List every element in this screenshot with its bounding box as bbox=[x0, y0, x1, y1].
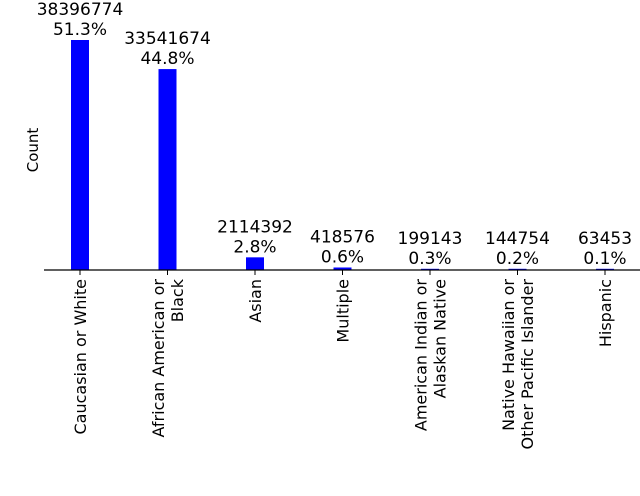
bar-value-label: 38396774 bbox=[37, 0, 124, 20]
x-tick-label-line: African American or bbox=[149, 279, 168, 438]
bar-percent-label: 44.8% bbox=[140, 49, 194, 69]
x-tick-label-line: Multiple bbox=[334, 279, 353, 343]
x-tick-label-line: Asian bbox=[246, 279, 265, 323]
bar-percent-label: 0.3% bbox=[408, 249, 451, 269]
bar-value-label: 144754 bbox=[485, 229, 550, 249]
bar bbox=[333, 267, 352, 270]
bar-percent-label: 2.8% bbox=[233, 237, 276, 257]
bar bbox=[246, 257, 264, 270]
x-tick-label-line: Alaskan Native bbox=[431, 279, 450, 398]
x-tick-label: Asian bbox=[246, 279, 265, 323]
x-tick-label: Caucasian or White bbox=[71, 279, 90, 435]
x-axis bbox=[44, 269, 640, 275]
x-tick-label-line: Black bbox=[168, 278, 187, 322]
x-tick-label: American Indian orAlaskan Native bbox=[412, 279, 450, 432]
x-tick-label-line: American Indian or bbox=[412, 279, 431, 432]
x-tick-labels: Caucasian or White African American orBla… bbox=[71, 278, 615, 449]
bar-percent-label: 51.3% bbox=[53, 20, 107, 40]
bar bbox=[158, 69, 177, 271]
x-tick-label: African American orBlack bbox=[149, 278, 187, 437]
y-axis-title: Count bbox=[24, 128, 42, 173]
x-tick-label: Multiple bbox=[334, 279, 353, 343]
bars bbox=[71, 40, 614, 271]
x-tick-label-line: Caucasian or White bbox=[71, 279, 90, 435]
bar-percent-label: 0.6% bbox=[321, 247, 364, 267]
x-tick-label: Hispanic bbox=[596, 279, 615, 347]
x-tick-label: Native Hawaiian orOther Pacific Islander bbox=[499, 279, 537, 450]
x-tick-label-line: Native Hawaiian or bbox=[499, 279, 518, 431]
x-tick-label-line: Hispanic bbox=[596, 279, 615, 347]
bar-value-label: 63453 bbox=[578, 229, 632, 249]
bar-value-label: 418576 bbox=[310, 227, 375, 247]
bar-value-label: 2114392 bbox=[217, 217, 293, 237]
x-tick-label-line: Other Pacific Islander bbox=[518, 279, 537, 450]
bar bbox=[71, 40, 89, 270]
bar-percent-label: 0.1% bbox=[583, 249, 626, 269]
bar-percent-label: 0.2% bbox=[496, 249, 539, 269]
bar-value-label: 33541674 bbox=[124, 29, 211, 49]
bar-value-label: 199143 bbox=[398, 229, 463, 249]
